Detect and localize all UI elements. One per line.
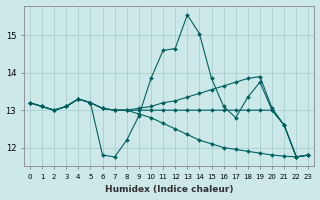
X-axis label: Humidex (Indice chaleur): Humidex (Indice chaleur) (105, 185, 233, 194)
